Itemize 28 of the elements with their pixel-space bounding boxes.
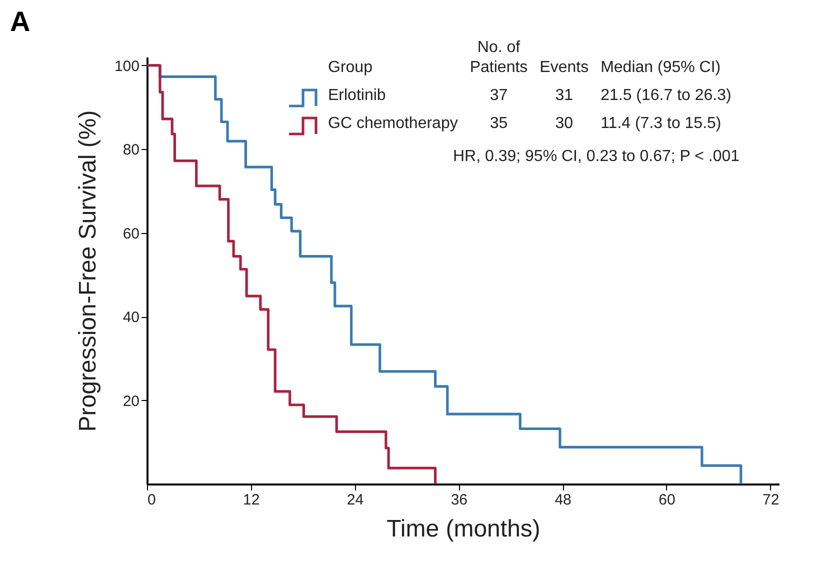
x-tick-label: 24 (346, 492, 364, 508)
annotation: 31 (554, 86, 574, 106)
x-axis-title: Time (months) (386, 516, 540, 542)
x-tick-label: 60 (658, 492, 676, 508)
text: A (10, 6, 30, 38)
x-tick-label: 0 (148, 492, 156, 508)
legend-label: GC chemotherapy (327, 114, 459, 134)
y-tick-label: 60 (122, 225, 140, 242)
annotation: 11.4 (7.3 to 15.5) (600, 114, 722, 134)
annotation: 21.5 (16.7 to 26.3) (600, 86, 732, 106)
y-tick-label: 80 (122, 142, 140, 159)
annotation: 37 (488, 86, 509, 106)
x-tick-label: 72 (762, 492, 780, 508)
annotation: Median (95% CI) (600, 58, 722, 78)
y-tick-label: 100 (114, 58, 140, 75)
annotation: HR, 0.39; 95% CI, 0.23 to 0.67; P < .001 (453, 148, 740, 166)
annotation: Group (327, 58, 374, 78)
x-tick-label: 12 (243, 492, 260, 508)
annotation: 30 (554, 114, 574, 134)
x-tick-label: 36 (450, 492, 468, 508)
y-tick-label: 20 (122, 392, 140, 410)
legend-label: Erlotinib (327, 86, 387, 106)
annotation: Events (538, 58, 590, 78)
annotation: No. of Patients (468, 38, 529, 78)
y-tick-label: 40 (122, 309, 140, 326)
y-axis-title: Progression-Free Survival (%) (74, 110, 102, 432)
annotation: 35 (488, 114, 509, 134)
x-tick-label: 48 (554, 492, 572, 508)
